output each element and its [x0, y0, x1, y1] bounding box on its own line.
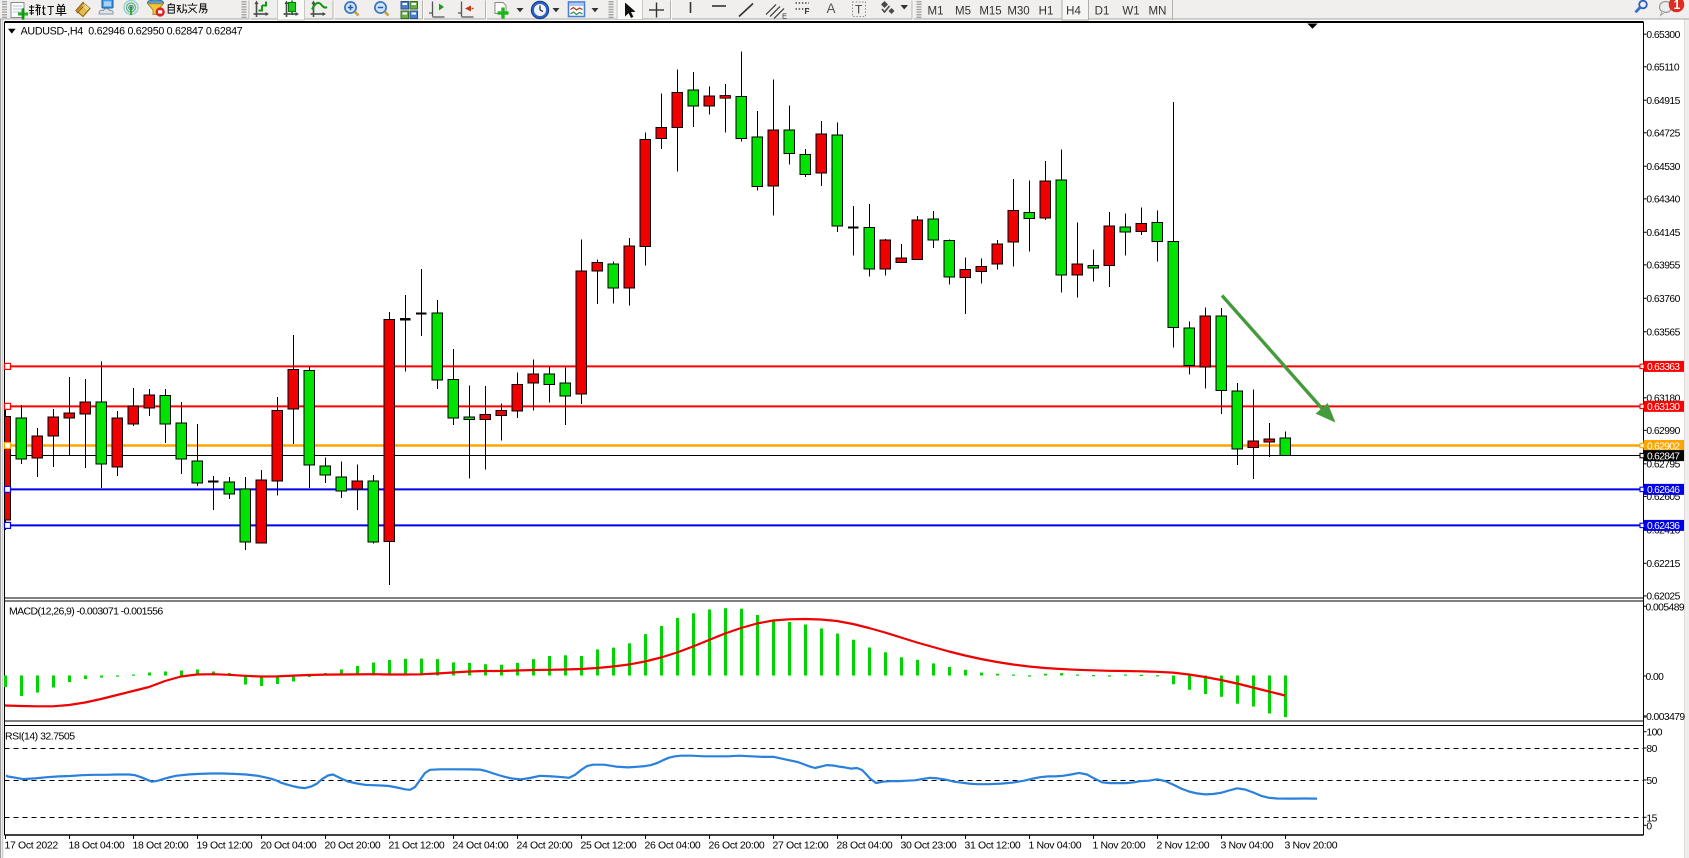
- svg-text:H1: H1: [1039, 6, 1054, 18]
- svg-text:1 Nov 20:00: 1 Nov 20:00: [1093, 840, 1146, 852]
- svg-text:30 Oct 23:00: 30 Oct 23:00: [901, 840, 957, 852]
- svg-text:0.62215: 0.62215: [1646, 559, 1680, 570]
- svg-text:T: T: [855, 3, 863, 17]
- svg-text:28 Oct 04:00: 28 Oct 04:00: [837, 840, 893, 852]
- svg-text:AUDUSD-,H4 0.62946 0.62950 0.: AUDUSD-,H4 0.62946 0.62950 0.62847 0.628…: [21, 25, 243, 37]
- svg-text:F: F: [805, 7, 810, 16]
- svg-text:0.62847: 0.62847: [1647, 451, 1680, 462]
- svg-text:0.63180: 0.63180: [1646, 394, 1680, 405]
- svg-text:0.62605: 0.62605: [1646, 492, 1680, 503]
- svg-text:0.64915: 0.64915: [1646, 96, 1680, 107]
- svg-text:0.62902: 0.62902: [1647, 441, 1680, 452]
- svg-text:M5: M5: [955, 6, 971, 18]
- svg-text:2 Nov 12:00: 2 Nov 12:00: [1157, 840, 1210, 852]
- svg-text:MACD(12,26,9) -0.003071 -0.001: MACD(12,26,9) -0.003071 -0.001556: [9, 606, 163, 618]
- svg-text:1: 1: [1673, 0, 1680, 12]
- svg-text:25 Oct 12:00: 25 Oct 12:00: [581, 840, 637, 852]
- svg-text:0.62795: 0.62795: [1646, 460, 1680, 471]
- svg-text:19 Oct 12:00: 19 Oct 12:00: [197, 840, 253, 852]
- svg-text:0.63130: 0.63130: [1647, 402, 1680, 413]
- svg-text:50: 50: [1646, 776, 1657, 787]
- svg-text:-0.003479: -0.003479: [1643, 712, 1685, 723]
- svg-text:0: 0: [1646, 821, 1652, 832]
- svg-text:21 Oct 12:00: 21 Oct 12:00: [389, 840, 445, 852]
- svg-text:31 Oct 12:00: 31 Oct 12:00: [965, 840, 1021, 852]
- svg-text:24 Oct 20:00: 24 Oct 20:00: [517, 840, 573, 852]
- svg-text:M1: M1: [928, 6, 944, 18]
- svg-text:0.62990: 0.62990: [1646, 426, 1680, 437]
- svg-text:18 Oct 04:00: 18 Oct 04:00: [69, 840, 125, 852]
- svg-text:M15: M15: [979, 6, 1001, 18]
- svg-text:0.00: 0.00: [1646, 672, 1665, 683]
- svg-text:18 Oct 20:00: 18 Oct 20:00: [133, 840, 189, 852]
- svg-text:0.62025: 0.62025: [1646, 592, 1680, 603]
- svg-text:3 Nov 20:00: 3 Nov 20:00: [1285, 840, 1338, 852]
- svg-text:0.64530: 0.64530: [1646, 162, 1680, 173]
- svg-text:0.63565: 0.63565: [1646, 328, 1680, 339]
- svg-text:3 Nov 04:00: 3 Nov 04:00: [1221, 840, 1274, 852]
- svg-text:0.64340: 0.64340: [1646, 195, 1680, 206]
- svg-text:D1: D1: [1095, 6, 1110, 18]
- svg-text:20 Oct 20:00: 20 Oct 20:00: [325, 840, 381, 852]
- svg-text:80: 80: [1646, 744, 1657, 755]
- svg-text:24 Oct 04:00: 24 Oct 04:00: [453, 840, 509, 852]
- svg-text:0.62646: 0.62646: [1647, 485, 1680, 496]
- svg-text:0.64145: 0.64145: [1646, 228, 1680, 239]
- svg-text:17 Oct 2022: 17 Oct 2022: [5, 840, 59, 852]
- svg-text:MN: MN: [1149, 6, 1167, 18]
- svg-text:0.62436: 0.62436: [1647, 521, 1680, 532]
- svg-text:100: 100: [1646, 728, 1662, 739]
- svg-text:RSI(14) 32.7505: RSI(14) 32.7505: [5, 730, 75, 742]
- svg-text:0.005489: 0.005489: [1646, 602, 1685, 613]
- svg-text:1 Nov 04:00: 1 Nov 04:00: [1029, 840, 1082, 852]
- svg-text:0.62410: 0.62410: [1646, 526, 1680, 537]
- svg-text:E: E: [782, 12, 787, 21]
- svg-text:0.65300: 0.65300: [1646, 30, 1680, 41]
- svg-text:27 Oct 12:00: 27 Oct 12:00: [773, 840, 829, 852]
- svg-text:26 Oct 20:00: 26 Oct 20:00: [709, 840, 765, 852]
- svg-text:0.63363: 0.63363: [1647, 362, 1680, 373]
- svg-text:H4: H4: [1066, 6, 1081, 18]
- svg-text:0.64725: 0.64725: [1646, 129, 1680, 140]
- svg-text:0.65110: 0.65110: [1646, 63, 1679, 74]
- svg-text:M30: M30: [1007, 6, 1029, 18]
- svg-text:15: 15: [1646, 813, 1657, 824]
- svg-text:A: A: [827, 1, 836, 16]
- svg-text:0.63760: 0.63760: [1646, 294, 1680, 305]
- svg-text:26 Oct 04:00: 26 Oct 04:00: [645, 840, 701, 852]
- svg-text:W1: W1: [1122, 6, 1139, 18]
- svg-text:0.63955: 0.63955: [1646, 261, 1680, 272]
- svg-text:20 Oct 04:00: 20 Oct 04:00: [261, 840, 317, 852]
